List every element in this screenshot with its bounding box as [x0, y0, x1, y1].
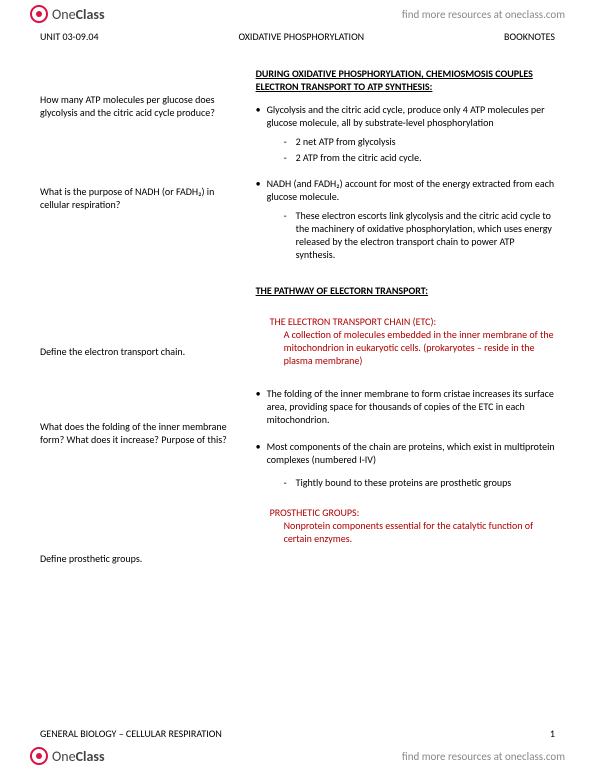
- brand-text: OneClass: [52, 748, 105, 765]
- sub-s1-2: 2 ATP from the citric acid cycle.: [256, 151, 555, 164]
- bullet-text: Glycolysis and the citric acid cycle, pr…: [267, 103, 555, 129]
- bullet-dot: •: [256, 177, 261, 203]
- question-3: Define the electron transport chain.: [40, 345, 240, 358]
- unit-code: UNIT 03-09.04: [40, 30, 99, 43]
- section-heading-2: THE PATHWAY OF ELECTORN TRANSPORT:: [256, 284, 555, 297]
- document-footer: GENERAL BIOLOGY – CELLULAR RESPIRATION 1: [40, 727, 555, 740]
- page-number: 1: [550, 727, 555, 740]
- document-header: UNIT 03-09.04 OXIDATIVE PHOSPHORYLATION …: [40, 30, 555, 43]
- brand-part2: Class: [76, 6, 105, 23]
- term-prosthetic: PROSTHETIC GROUPS: Nonprotein components…: [256, 506, 555, 545]
- watermark-link-bottom[interactable]: find more resources at oneclass.com: [402, 750, 565, 763]
- brand-text: OneClass: [52, 6, 105, 23]
- question-1: How many ATP molecules per glucose does …: [40, 93, 240, 119]
- brand-part1: One: [52, 6, 76, 23]
- bullet-dot: •: [256, 440, 261, 466]
- doc-type: BOOKNOTES: [504, 30, 555, 43]
- term-etc: THE ELECTRON TRANSPORT CHAIN (ETC): A co…: [256, 315, 555, 367]
- brand-part2: Class: [76, 748, 105, 765]
- brand-icon: [30, 747, 48, 765]
- bullet-dot: •: [256, 387, 261, 426]
- sub-s1-1: 2 net ATP from glycolysis: [256, 135, 555, 148]
- bullet-s2-2: • Most components of the chain are prote…: [256, 440, 555, 466]
- watermark-link-top[interactable]: find more resources at oneclass.com: [402, 8, 565, 21]
- sub-s2-1: Tightly bound to these proteins are pros…: [256, 476, 555, 489]
- bullet-text: The folding of the inner membrane to for…: [267, 387, 555, 426]
- brand-logo-top: OneClass: [30, 5, 105, 23]
- brand-part1: One: [52, 748, 76, 765]
- questions-column: How many ATP molecules per glucose does …: [40, 67, 240, 727]
- term-title-prosthetic: PROSTHETIC GROUPS:: [270, 506, 555, 519]
- watermark-bottom: OneClass find more resources at oneclass…: [0, 742, 595, 770]
- question-2: What is the purpose of NADH (or FADH₂) i…: [40, 185, 240, 211]
- brand-icon: [30, 5, 48, 23]
- term-def-prosthetic: Nonprotein components essential for the …: [270, 519, 555, 545]
- bullet-text: NADH (and FADH₂) account for most of the…: [267, 177, 555, 203]
- bullet-dot: •: [256, 103, 261, 129]
- two-column-content: How many ATP molecules per glucose does …: [40, 67, 555, 727]
- notes-column: DURING OXIDATIVE PHOSPHORYLATION, CHEMIO…: [256, 67, 555, 727]
- sub-s1-3: These electron escorts link glycolysis a…: [256, 209, 555, 261]
- section-heading-1: DURING OXIDATIVE PHOSPHORYLATION, CHEMIO…: [256, 67, 555, 93]
- footer-left: GENERAL BIOLOGY – CELLULAR RESPIRATION: [40, 727, 222, 740]
- bullet-text: Most components of the chain are protein…: [267, 440, 555, 466]
- brand-logo-bottom: OneClass: [30, 747, 105, 765]
- term-def-etc: A collection of molecules embedded in th…: [270, 328, 555, 367]
- watermark-top: OneClass find more resources at oneclass…: [0, 0, 595, 28]
- question-4: What does the folding of the inner membr…: [40, 420, 240, 446]
- bullet-s1-2: • NADH (and FADH₂) account for most of t…: [256, 177, 555, 203]
- page-content: UNIT 03-09.04 OXIDATIVE PHOSPHORYLATION …: [40, 30, 555, 740]
- question-5: Define prosthetic groups.: [40, 552, 240, 565]
- term-title-etc: THE ELECTRON TRANSPORT CHAIN (ETC):: [270, 315, 555, 328]
- bullet-s2-1: • The folding of the inner membrane to f…: [256, 387, 555, 426]
- bullet-s1-1: • Glycolysis and the citric acid cycle, …: [256, 103, 555, 129]
- page-title: OXIDATIVE PHOSPHORYLATION: [238, 30, 364, 43]
